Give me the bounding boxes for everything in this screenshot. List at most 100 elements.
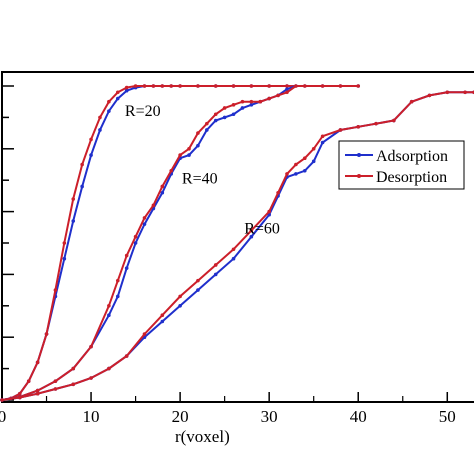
legend-item-adsorption: Adsorption [345,148,448,165]
data-point-desorption-r20 [71,197,76,201]
data-point-desorption-r40 [133,234,138,239]
data-point-desorption-r60 [311,147,316,151]
data-point-adsorption-r20 [80,184,84,189]
data-point-desorption-r40 [276,93,280,98]
data-point-desorption-r20 [53,288,58,292]
legend-box [338,140,465,190]
data-point-desorption-r20 [160,84,165,88]
data-point-adsorption-r40 [133,241,138,245]
data-point-adsorption-r60 [213,272,218,277]
data-point-desorption-r40 [213,112,218,117]
data-point-desorption-r40 [240,99,245,104]
data-point-desorption-r60 [302,156,307,161]
legend-item-desorption: Desorption [345,169,447,186]
data-point-desorption-r20 [62,241,67,245]
data-point-desorption-r60 [107,366,111,371]
data-point-desorption-r60 [249,228,254,233]
series-line-adsorption-r60 [1,91,474,401]
data-point-desorption-r60 [196,278,200,283]
data-point-desorption-r20 [142,84,147,88]
data-point-adsorption-r20 [107,109,111,113]
series-line-adsorption-r20 [1,85,359,401]
data-point-desorption-r60 [89,376,93,380]
data-point-desorption-r20 [89,137,93,142]
data-point-desorption-r60 [463,90,467,95]
x-tick-label: 10 [83,407,100,426]
data-point-desorption-r20 [356,84,361,88]
series-layer [0,84,474,402]
data-point-adsorption-r40 [160,190,165,195]
data-point-desorption-r40 [89,344,93,349]
data-point-adsorption-r40 [205,128,209,132]
data-point-desorption-r20 [107,99,111,104]
annotation-label: R=60 [244,221,280,238]
legend: Adsorption Desorption [338,140,465,190]
series-line-desorption-r20 [1,85,359,401]
data-point-adsorption-r60 [311,159,316,164]
data-point-adsorption-r40 [107,313,111,318]
data-point-desorption-r20 [35,360,40,365]
data-point-desorption-r20 [115,90,120,95]
data-point-adsorption-r40 [222,115,227,120]
data-point-adsorption-r40 [115,294,120,299]
data-point-desorption-r60 [445,90,450,95]
x-tick-label: 20 [172,407,189,426]
data-point-desorption-r20 [169,84,174,88]
data-point-adsorption-r20 [89,153,93,157]
data-point-desorption-r40 [205,121,209,126]
series-line-desorption-r60 [1,91,474,401]
data-point-desorption-r40 [285,90,289,95]
data-point-desorption-r40 [115,278,120,283]
data-point-desorption-r40 [151,203,156,208]
data-point-adsorption-r60 [302,168,307,173]
data-point-desorption-r60 [276,190,280,195]
data-point-desorption-r40 [124,253,129,258]
data-point-desorption-r60 [160,313,165,318]
data-point-desorption-r20 [213,84,218,88]
data-point-desorption-r60 [392,118,396,123]
data-point-adsorption-r40 [142,222,147,226]
data-point-desorption-r40 [258,99,263,104]
data-point-desorption-r20 [320,84,325,88]
data-point-desorption-r40 [107,304,111,308]
data-point-desorption-r40 [169,168,174,173]
data-point-adsorption-r20 [98,128,102,132]
data-point-desorption-r40 [178,153,182,157]
data-point-desorption-r20 [18,391,22,396]
data-point-desorption-r60 [294,162,298,167]
data-point-adsorption-r60 [231,256,236,261]
data-point-desorption-r60 [18,395,22,400]
x-tick-label: 0 [0,407,6,426]
data-point-desorption-r20 [338,84,343,88]
data-point-desorption-r20 [80,162,84,167]
data-point-desorption-r60 [285,172,289,176]
data-point-desorption-r40 [160,184,165,189]
data-point-desorption-r60 [0,398,4,402]
data-point-adsorption-r60 [249,234,254,239]
plot-frame [1,71,474,403]
data-point-adsorption-r20 [124,88,129,93]
data-point-desorption-r40 [196,131,200,135]
data-point-desorption-r40 [187,147,191,151]
data-point-desorption-r60 [356,125,361,129]
annotation-label: R=20 [125,103,161,120]
data-point-adsorption-r40 [249,103,254,107]
data-point-desorption-r60 [71,382,76,387]
annotation-label: R=40 [182,170,218,187]
legend-label-desorption: Desorption [376,169,447,186]
data-point-desorption-r60 [53,387,58,391]
data-point-desorption-r60 [178,294,182,299]
data-point-desorption-r20 [302,84,307,88]
data-point-adsorption-r20 [62,256,67,261]
data-point-desorption-r20 [151,84,156,88]
series-desorption-r40 [0,84,298,402]
data-point-adsorption-r60 [196,288,200,292]
data-point-desorption-r40 [267,96,271,101]
x-axis-title: r(voxel) [175,427,230,446]
data-point-desorption-r40 [249,99,254,104]
series-desorption-r20 [0,84,361,402]
data-point-desorption-r60 [142,332,147,336]
data-point-desorption-r60 [427,93,432,98]
data-point-desorption-r60 [267,209,271,214]
